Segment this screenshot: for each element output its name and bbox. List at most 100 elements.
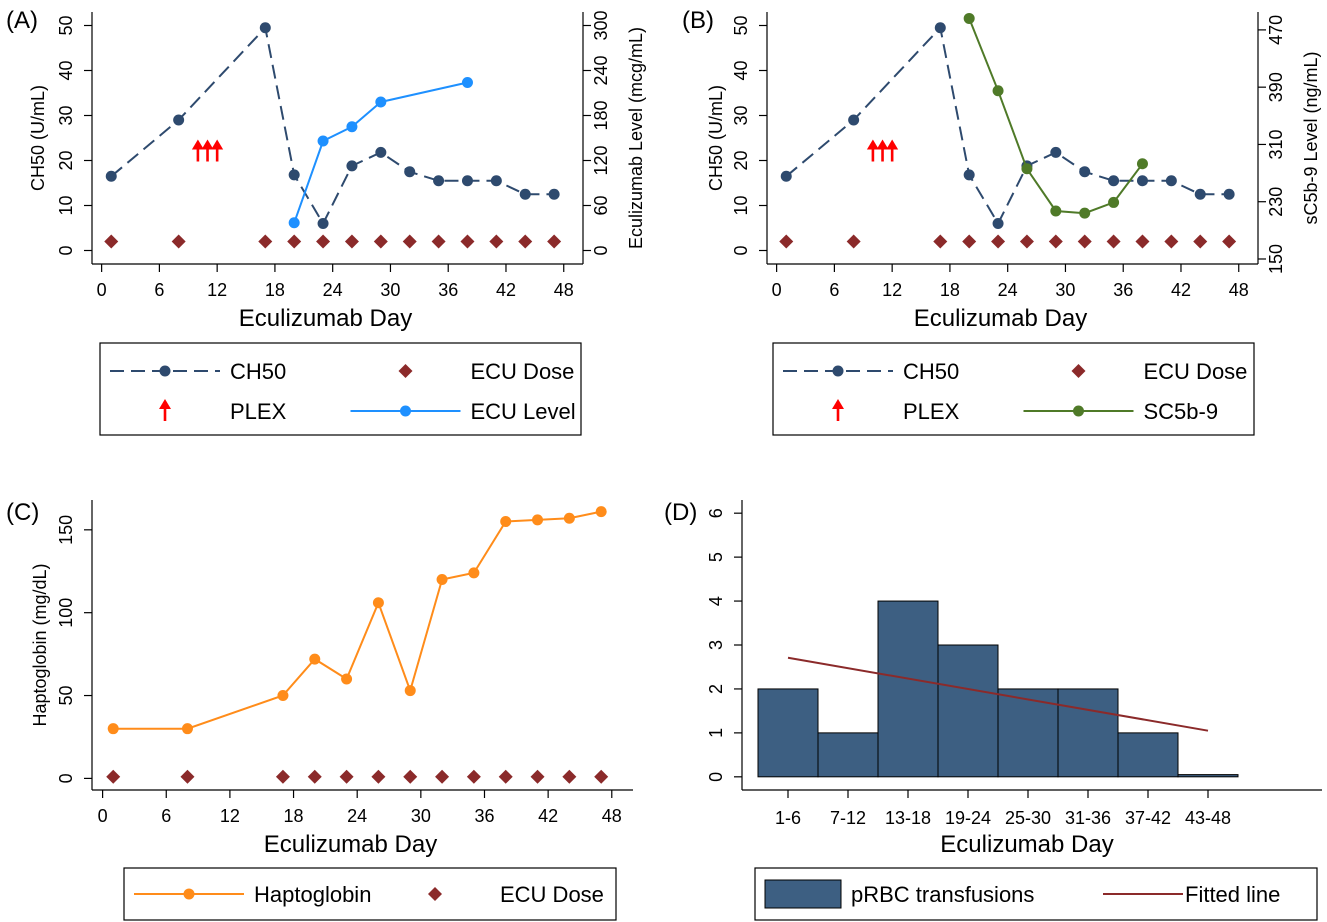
bar [937, 644, 999, 778]
data-point [530, 769, 545, 784]
x-tick-label: 42 [1171, 280, 1191, 300]
data-point [1108, 175, 1120, 187]
x-tick-label: 42 [538, 806, 558, 826]
data-point [307, 769, 322, 784]
data-point [460, 234, 475, 249]
y-tick-label: 40 [731, 60, 751, 80]
legend-box [754, 867, 1318, 921]
x-tick-label: 0 [772, 280, 782, 300]
data-point [518, 234, 533, 249]
data-point [433, 175, 445, 187]
series-prbc-transfusions [757, 600, 1239, 778]
y-tick-label: 10 [731, 195, 751, 215]
chart-panel-2: (B) 0 6 12 18 24 30 36 42 48 Eculizumab Day 0 10 20 30… [682, 7, 1321, 436]
series-ecu-dose [106, 769, 609, 784]
legend-box [772, 342, 1255, 436]
data-point [431, 234, 446, 249]
series-fitted-line [787, 656, 1209, 732]
data-point [466, 769, 481, 784]
y-tick-label: 40 [56, 60, 76, 80]
data-point [489, 234, 504, 249]
x-tick-label: 24 [347, 806, 367, 826]
data-point [848, 114, 860, 126]
data-point [991, 234, 1006, 249]
y-tick-label: 0 [731, 245, 751, 255]
legend-swatch [764, 879, 842, 909]
data-point [461, 77, 473, 88]
legend-label: ECU Dose [500, 882, 604, 907]
legend-marker [1073, 405, 1084, 417]
data-point [287, 234, 302, 249]
legend-marker [159, 399, 171, 409]
data-point [780, 170, 792, 182]
y-tick-label: 1 [706, 728, 726, 738]
data-point [963, 169, 975, 181]
y-tick-label: 2 [706, 684, 726, 694]
data-point [594, 769, 609, 784]
y-tick-label: 0 [706, 772, 726, 782]
data-point [1108, 196, 1120, 208]
x-axis-label: Eculizumab Day [914, 305, 1087, 332]
x-tick-label: 37-42 [1125, 808, 1171, 828]
y-tick-label: 5 [706, 552, 726, 562]
panel-label: (C) [6, 499, 39, 526]
y-tick-label: 20 [56, 150, 76, 170]
x-axis-label: Eculizumab Day [239, 305, 412, 332]
legend-label: Haptoglobin [254, 882, 371, 907]
data-point [779, 234, 794, 249]
y-axis-label: CH50 (U/mL) [706, 85, 726, 191]
data-point [275, 769, 290, 784]
bar [1177, 774, 1239, 778]
data-point [468, 567, 480, 579]
legend-marker [398, 364, 413, 378]
x-tick-label: 12 [220, 806, 240, 826]
y-tick-label: 50 [731, 15, 751, 35]
legend-label: SC5b-9 [1144, 399, 1219, 424]
chart-panel-1: (A) 0 6 12 18 24 30 36 42 48 Eculizumab Day 0 10 20 30… [6, 7, 646, 436]
data-point [519, 188, 531, 200]
data-point [346, 121, 358, 133]
y-tick-label: 50 [56, 15, 76, 35]
y2-tick-label: 240 [591, 55, 611, 85]
data-point [1135, 234, 1150, 249]
x-tick-label: 19-24 [945, 808, 991, 828]
data-point [259, 22, 271, 34]
data-point [435, 769, 450, 784]
y-tick-label: 4 [706, 596, 726, 606]
data-point [866, 139, 879, 150]
x-tick-label: 30 [380, 280, 400, 300]
legend-marker [832, 365, 844, 377]
data-point [547, 234, 562, 249]
data-point [1079, 166, 1091, 178]
legend-label: ECU Level [471, 399, 576, 424]
data-point [1077, 234, 1092, 249]
legend-marker [1071, 364, 1086, 378]
data-point [1136, 158, 1148, 170]
data-point [317, 135, 329, 147]
data-point [500, 516, 512, 528]
x-tick-label: 31-36 [1065, 808, 1111, 828]
legend-marker [400, 405, 411, 417]
y-tick-label: 0 [56, 245, 76, 255]
data-point [1019, 234, 1034, 249]
data-point [1021, 163, 1033, 175]
y2-tick-label: 180 [591, 100, 611, 130]
data-point [106, 769, 121, 784]
y-tick-label: 10 [56, 195, 76, 215]
y-tick-label: 3 [706, 640, 726, 650]
x-tick-label: 30 [1055, 280, 1075, 300]
y2-tick-label: 230 [1266, 187, 1286, 217]
data-point [181, 723, 193, 735]
panel-label: (A) [6, 7, 38, 34]
y-tick-label: 30 [731, 105, 751, 125]
chart-panel-3: (C) 0 6 12 18 24 30 36 42 48 Eculizumab Day 0 50 100 1… [6, 499, 633, 921]
data-point [1193, 234, 1208, 249]
series-plex [866, 139, 899, 162]
series-line [785, 25, 1230, 226]
bar [1057, 688, 1119, 778]
data-point [1165, 175, 1177, 187]
y2-tick-label: 150 [1266, 244, 1286, 274]
series-haptoglobin [107, 506, 607, 735]
data-point [201, 139, 214, 150]
